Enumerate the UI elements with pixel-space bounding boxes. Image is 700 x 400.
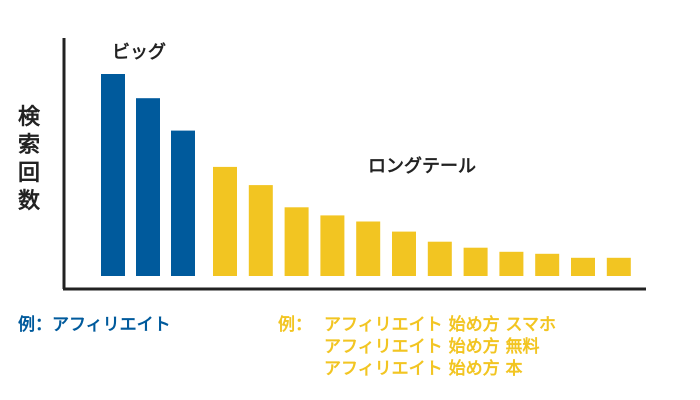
big-example-text: アフィリエイト xyxy=(52,315,171,335)
big-series-label: ビッグ xyxy=(112,42,166,63)
longtail-bar xyxy=(248,185,273,276)
longtail-bar xyxy=(320,215,345,276)
longtail-bar xyxy=(463,247,488,276)
big-bar xyxy=(136,98,160,276)
big-example: 例：アフィリエイト xyxy=(18,314,171,336)
longtail-example: 例： アフィリエイト 始め方 スマホ アフィリエイト 始め方 無料 アフィリエイト 始… xyxy=(278,314,556,380)
y-axis-label-char: 検 xyxy=(17,105,40,130)
longtail-bar xyxy=(284,207,309,276)
longtail-bar xyxy=(427,241,452,276)
longtail-bar xyxy=(356,221,381,276)
longtail-bar xyxy=(213,166,237,276)
longtail-bar xyxy=(571,257,595,276)
big-example-prefix: 例： xyxy=(18,315,52,335)
longtail-series-label: ロングテール xyxy=(368,156,476,177)
y-axis-label-char: 索 xyxy=(17,133,40,158)
longtail-bar xyxy=(535,253,560,276)
longtail-example-line: アフィリエイト 始め方 スマホ xyxy=(324,315,556,335)
longtail-example-line: アフィリエイト 始め方 本 xyxy=(324,359,523,379)
longtail-bar xyxy=(392,231,416,276)
big-bar xyxy=(171,130,195,276)
longtail-bar xyxy=(606,257,631,276)
longtail-bar xyxy=(499,251,524,276)
big-bar xyxy=(101,74,125,276)
y-axis-label: 検 索 回 数 xyxy=(14,104,44,216)
longtail-example-prefix: 例： xyxy=(278,315,312,335)
longtail-example-lines: アフィリエイト 始め方 スマホ アフィリエイト 始め方 無料 アフィリエイト 始め方… xyxy=(324,314,556,380)
y-axis-label-char: 回 xyxy=(17,161,40,186)
bars-group xyxy=(101,74,631,276)
longtail-example-line: アフィリエイト 始め方 無料 xyxy=(324,337,540,357)
y-axis-label-char: 数 xyxy=(17,189,40,214)
